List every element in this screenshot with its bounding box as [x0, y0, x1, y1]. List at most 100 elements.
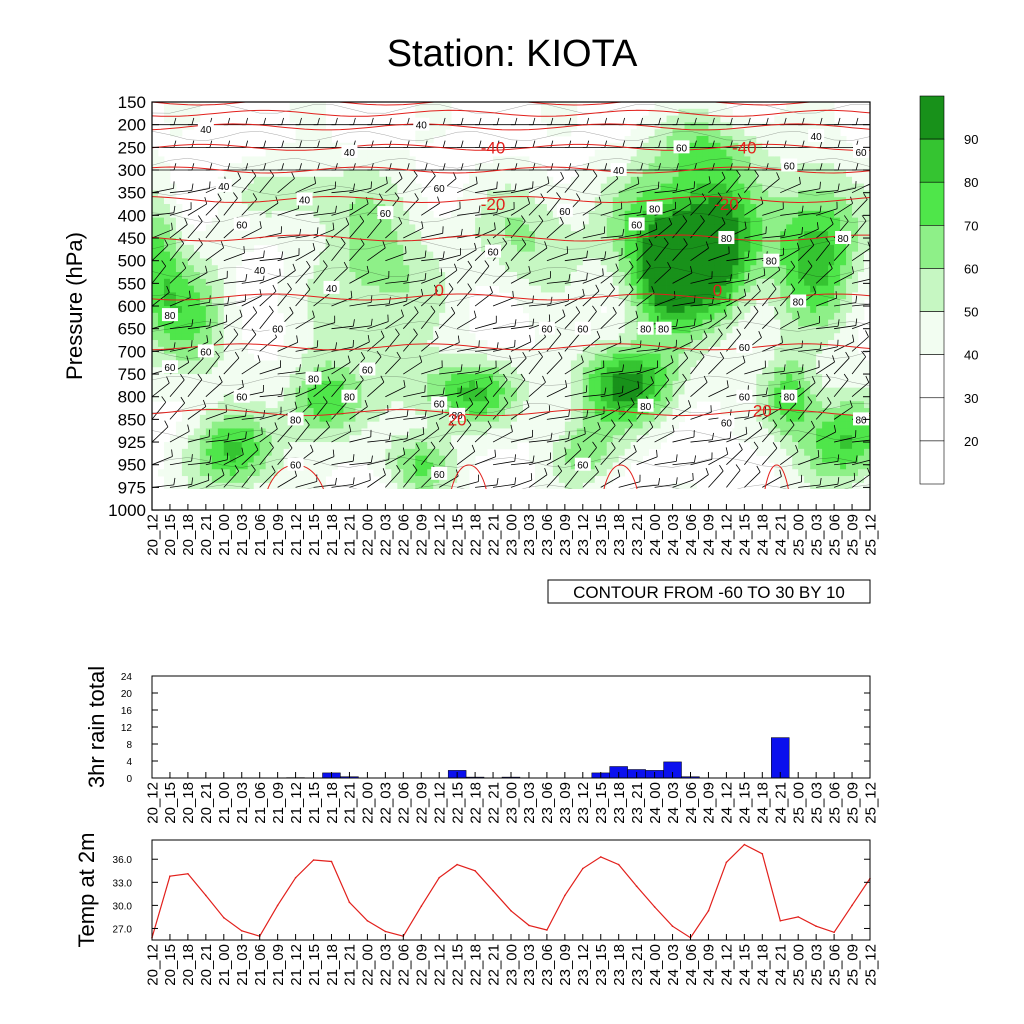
wind-barb-flag: [218, 375, 223, 383]
time-tick-label: 21_00: [216, 514, 233, 556]
wind-barb: [528, 474, 548, 488]
wind-barb-flag: [852, 334, 855, 342]
wind-barb: [457, 481, 479, 488]
wind-barb: [672, 203, 692, 216]
wind-barb: [313, 292, 332, 307]
wind-barb: [564, 295, 585, 307]
wind-barb: [798, 188, 820, 194]
time-tick-label: 23_03: [521, 782, 538, 824]
wind-barb-flag: [514, 140, 518, 148]
wind-barb-flag: [745, 426, 748, 434]
wind-barb: [690, 474, 709, 488]
time-tick-label: 23_03: [521, 514, 538, 556]
wind-barb: [528, 439, 551, 443]
wind-barb: [403, 257, 426, 262]
wind-barb: [816, 461, 838, 466]
wind-barb: [420, 447, 436, 465]
pressure-tick-label: 400: [118, 206, 146, 225]
wind-barb-flag: [694, 102, 695, 103]
rh-contour-label: 80: [658, 325, 670, 336]
wind-barb: [474, 322, 497, 330]
rh-contour-label: 40: [344, 148, 356, 159]
time-tick-label: 23_21: [629, 944, 646, 986]
wind-barb: [672, 302, 695, 307]
wind-barb: [815, 379, 831, 397]
wind-barb: [510, 379, 526, 397]
wind-barb: [726, 312, 742, 329]
wind-barb-flag: [203, 399, 207, 407]
wind-barb-flag: [505, 261, 510, 269]
wind-barb-flag: [726, 380, 729, 388]
wind-barb-flag: [209, 455, 212, 463]
wind-barb-flag: [748, 102, 749, 103]
wind-barb-flag: [442, 140, 446, 148]
wind-barb-flag: [892, 141, 894, 148]
wind-barb-flag: [227, 140, 231, 148]
wind-barb-flag: [457, 335, 460, 343]
rh-contour-label: 80: [308, 375, 320, 386]
time-tick-label: 20_12: [144, 944, 161, 986]
wind-barb-flag: [353, 117, 356, 125]
wind-barb-flag: [582, 221, 585, 229]
wind-barb-flag: [252, 193, 258, 200]
rh-label-bg: [790, 294, 807, 308]
colorbar-label: 50: [964, 305, 978, 320]
wind-barb-flag: [257, 355, 261, 363]
wind-barb-flag: [424, 273, 427, 281]
wind-barb: [636, 265, 651, 284]
wind-barb: [636, 228, 658, 239]
rh-label-bg: [736, 389, 753, 403]
wind-barb-flag: [562, 309, 566, 317]
wind-barb-flag: [456, 401, 459, 409]
wind-barb-flag: [675, 454, 678, 462]
wind-barb-flag: [514, 454, 516, 462]
rain-y-tick-label: 16: [121, 706, 133, 717]
wind-barb-flag: [658, 140, 661, 148]
wind-barb: [600, 447, 616, 465]
wind-barb-flag: [528, 265, 531, 273]
wind-barb: [600, 178, 618, 193]
wind-barb: [690, 459, 712, 466]
wind-barb-flag: [688, 400, 692, 408]
wind-barb: [618, 212, 641, 216]
wind-barb-flag: [690, 334, 693, 342]
wind-barb-flag: [467, 260, 473, 268]
wind-barb-flag: [657, 181, 660, 189]
rh-contour-label: 40: [416, 121, 428, 132]
wind-barb: [690, 199, 707, 216]
wind-barb-flag: [853, 472, 856, 480]
wind-barb: [492, 208, 515, 216]
wind-barb-flag: [403, 380, 406, 388]
wind-barb: [403, 295, 423, 307]
time-tick-label: 21_09: [270, 944, 287, 986]
wind-barb-flag: [205, 265, 208, 273]
time-tick-label: 24_03: [665, 782, 682, 824]
wind-barb-flag: [604, 163, 608, 171]
wind-barb: [600, 407, 620, 420]
wind-barb: [600, 269, 619, 284]
wind-barb: [726, 449, 743, 466]
wind-barb-flag: [402, 447, 406, 455]
wind-barb-flag: [380, 375, 385, 383]
wind-barb-flag: [234, 351, 240, 359]
rh-label-bg: [413, 117, 430, 131]
wind-barb: [439, 254, 461, 262]
wind-barb-flag: [705, 467, 709, 475]
wind-barb-flag: [371, 117, 374, 125]
wind-barb-flag: [209, 295, 211, 303]
wind-barb-flag: [586, 272, 588, 280]
temp-2m-point: [187, 873, 189, 875]
wind-barb-flag: [382, 241, 386, 249]
colorbar-box: [919, 354, 945, 399]
wind-barb-flag: [469, 397, 474, 405]
rain-bars: [286, 737, 790, 779]
wind-barb-flag: [838, 102, 839, 103]
wind-barb: [708, 453, 728, 466]
temp-y-tick-label: 36.0: [113, 855, 133, 866]
wind-barb-flag: [736, 328, 741, 335]
wind-barb-flag: [819, 205, 822, 213]
rh-label-bg: [269, 321, 286, 335]
wind-barb-flag: [370, 455, 373, 463]
temp-2m-point: [366, 920, 369, 922]
time-tick-label: 24_18: [755, 514, 772, 556]
